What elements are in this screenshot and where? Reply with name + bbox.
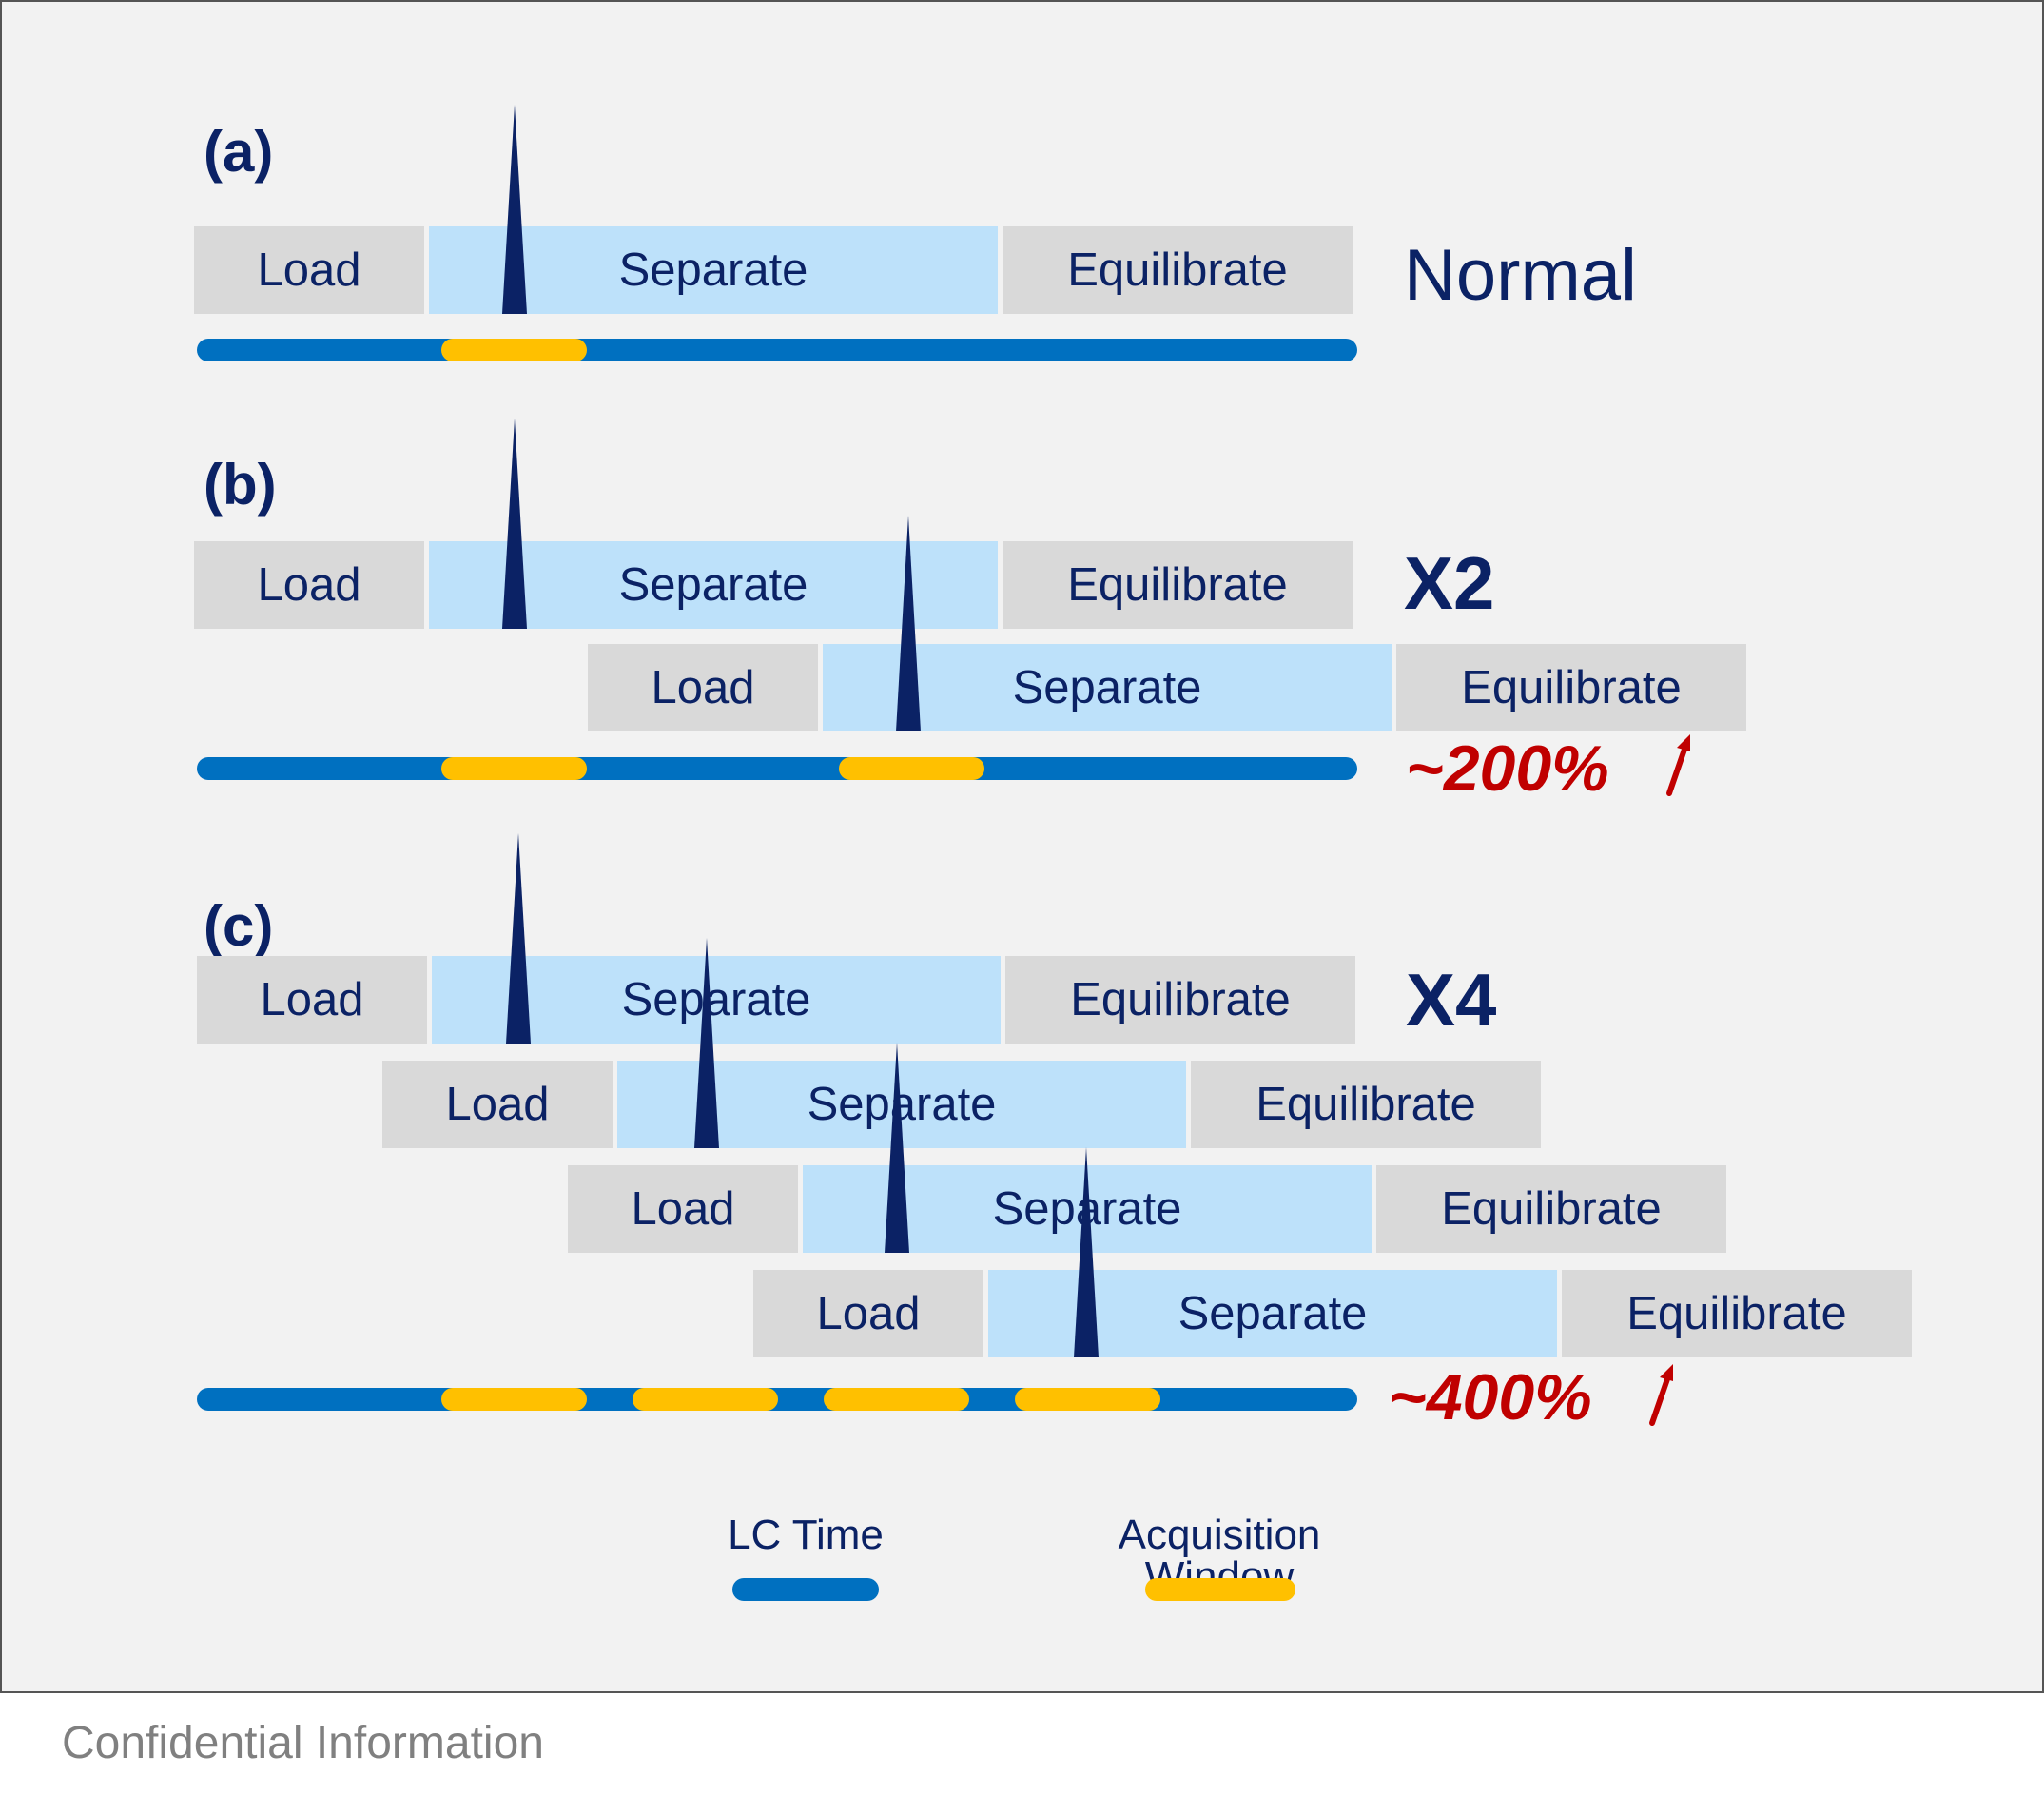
multiplier-x4: X4 [1406,958,1497,1042]
lc-time-bar-a [197,339,1357,361]
peak-icon [896,516,921,731]
panel-label-a: (a) [204,120,274,184]
row-b2-equilibrate: Equilibrate [1396,644,1746,731]
row-c1-load: Load [197,956,427,1044]
row-b1-equilibrate: Equilibrate [1003,541,1353,629]
legend-lc-time-label: LC Time [728,1512,884,1558]
row-c1-equilibrate: Equilibrate [1005,956,1355,1044]
row-c2-load: Load [382,1061,613,1148]
acquisition-window-c1 [441,1388,587,1411]
multiplier-x2: X2 [1404,541,1495,625]
peak-icon [506,833,531,1044]
row-c4-equilibrate: Equilibrate [1562,1270,1912,1357]
diagram-canvas: (a) Load Separate Equilibrate Normal (b)… [0,0,2044,1693]
increase-200: ~200% [1406,732,1609,805]
acquisition-window-a1 [441,339,587,361]
peak-icon [502,419,527,629]
row-c4-load: Load [753,1270,983,1357]
row-a1-load: Load [194,226,424,314]
acquisition-window-b1 [441,757,587,780]
row-b2-load: Load [588,644,818,731]
row-c3-equilibrate: Equilibrate [1376,1165,1726,1253]
legend-acquisition-window-label: Acquisition Window [1118,1512,1321,1600]
legend-acquisition-window-swatch [1145,1578,1295,1601]
peak-icon [885,1043,909,1253]
up-arrow-icon [1666,734,1690,796]
row-b1-load: Load [194,541,424,629]
row-a1-equilibrate: Equilibrate [1003,226,1353,314]
acquisition-window-c3 [824,1388,969,1411]
confidential-footer: Confidential Information [62,1718,544,1768]
acquisition-window-b2 [839,757,984,780]
up-arrow-icon [1649,1364,1673,1426]
increase-400: ~400% [1389,1361,1592,1434]
peak-icon [694,938,719,1148]
peak-icon [502,105,527,314]
row-c2-equilibrate: Equilibrate [1191,1061,1541,1148]
row-c3-load: Load [568,1165,798,1253]
peak-icon [1074,1147,1099,1357]
panel-label-c: (c) [204,894,274,958]
acquisition-window-c4 [1015,1388,1160,1411]
acquisition-window-c2 [633,1388,778,1411]
legend-lc-time-swatch [732,1578,879,1601]
multiplier-normal: Normal [1404,235,1637,316]
lc-time-bar-b [197,757,1357,780]
panel-label-b: (b) [204,453,277,517]
